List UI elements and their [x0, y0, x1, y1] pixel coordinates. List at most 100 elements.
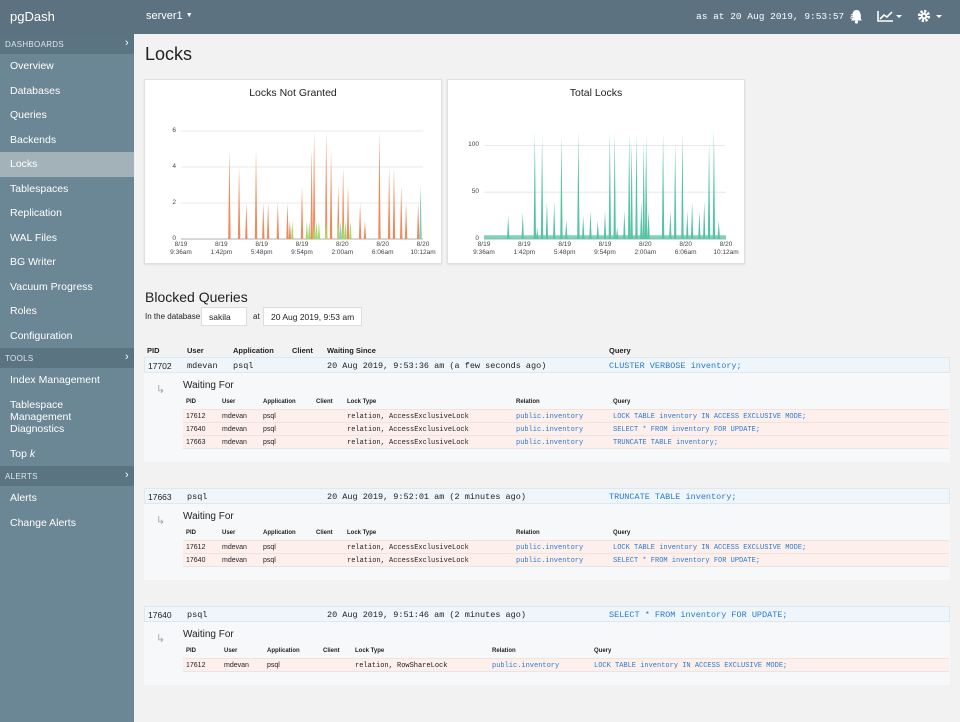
blocked-query-row[interactable]: 17663 psql 20 Aug 2019, 9:52:01 am (2 minu… [144, 488, 950, 504]
lock-cell[interactable]: public.inventory [492, 662, 559, 670]
sidebar-item-vacuum-progress[interactable]: Vacuum Progress [0, 275, 134, 300]
sidebar-section-alerts[interactable]: ALERTS › [0, 466, 134, 486]
app-logo[interactable]: pgDash [10, 9, 55, 24]
waiting-lock-row[interactable]: 17612 mdevan psql relation, AccessExclusive… [183, 409, 949, 422]
sidebar-item-label: Diagnostics [10, 423, 64, 435]
blocked-queries-title: Blocked Queries [145, 289, 248, 305]
lock-cell[interactable]: TRUNCATE TABLE inventory; [613, 439, 718, 447]
chart-spike [640, 202, 642, 239]
sidebar-item-index-management[interactable]: Index Management [0, 368, 134, 393]
lock-cell[interactable]: public.inventory [516, 439, 583, 447]
sidebar-item-bg-writer[interactable]: BG Writer [0, 250, 134, 275]
sidebar-item-change-alerts[interactable]: Change Alerts [0, 511, 134, 536]
in-database-label: In the database [145, 312, 200, 321]
chart-spike [713, 129, 715, 239]
y-tick-label: 4 [172, 163, 176, 170]
chart-spike [686, 211, 688, 239]
lock-cell: relation, RowShareLock [355, 662, 447, 670]
sub-column-header: User [222, 530, 235, 536]
sidebar-item-roles[interactable]: Roles [0, 299, 134, 324]
chart-spike [306, 221, 308, 239]
top-bar: pgDash server1 ▼ as at 20 Aug 2019, 9:53:… [0, 0, 960, 34]
sidebar-item-queries[interactable]: Queries [0, 103, 134, 128]
lock-cell[interactable]: SELECT * FROM inventory FOR UPDATE; [613, 557, 760, 565]
sidebar-item-configuration[interactable]: Configuration [0, 324, 134, 349]
chart-spike [255, 149, 257, 239]
x-tick-label: 8/19 9:54pm [287, 241, 317, 257]
x-tick-label: 8/19 9:36am [469, 241, 499, 257]
x-tick-label: 8/19 5:48pm [247, 241, 277, 257]
lock-cell: psql [263, 544, 276, 551]
blocked-query-row[interactable]: 17702 mdevan psql 20 Aug 2019, 9:53:36 am (… [144, 357, 950, 373]
sidebar-item-label: Vacuum Progress [10, 281, 93, 293]
sidebar-item-backends[interactable]: Backends [0, 128, 134, 153]
query-since: 20 Aug 2019, 9:52:01 am (2 minutes ago) [327, 492, 526, 502]
sidebar-item-tablespace-management[interactable]: Tablespace Management [0, 393, 134, 418]
lock-cell: mdevan [222, 557, 247, 564]
lock-cell[interactable]: LOCK TABLE inventory IN ACCESS EXCLUSIVE… [613, 544, 806, 552]
datetime-picker[interactable]: 20 Aug 2019, 9:53 am [263, 307, 362, 326]
sidebar-item-overview[interactable]: Overview [0, 54, 134, 79]
lock-cell[interactable]: public.inventory [516, 426, 583, 434]
waiting-lock-row[interactable]: 17640 mdevan psql relation, AccessExclusive… [183, 553, 949, 566]
lock-cell[interactable]: public.inventory [516, 413, 583, 421]
chevron-right-icon: › [125, 351, 129, 363]
lock-cell: relation, AccessExclusiveLock [347, 544, 469, 552]
chart-spike [674, 143, 676, 239]
chart-spike [643, 141, 645, 239]
query-query[interactable]: CLUSTER VERBOSE inventory; [609, 361, 742, 371]
lock-cell[interactable]: SELECT * FROM inventory FOR UPDATE; [613, 426, 760, 434]
waiting-lock-row[interactable]: 17663 mdevan psql relation, AccessExclusive… [183, 435, 949, 448]
sidebar-item-label: Tablespaces [10, 183, 68, 195]
sidebar-item-alerts[interactable]: Alerts [0, 486, 134, 511]
sidebar-item-databases[interactable]: Databases [0, 79, 134, 104]
lock-cell[interactable]: LOCK TABLE inventory IN ACCESS EXCLUSIVE… [594, 662, 787, 670]
waiting-lock-row[interactable]: 17640 mdevan psql relation, AccessExclusive… [183, 422, 949, 435]
lock-cell[interactable]: public.inventory [516, 557, 583, 565]
query-app: psql [233, 361, 253, 371]
sidebar-item-wal-files[interactable]: WAL Files [0, 226, 134, 251]
x-tick-label: 8/20 2:00am [327, 241, 357, 257]
page-title: Locks [145, 44, 192, 65]
chart-spike [708, 141, 710, 239]
chart-spike [630, 141, 632, 239]
sidebar-section-dashboards[interactable]: DASHBOARDS › [0, 34, 134, 54]
sidebar-item-top[interactable]: Top k [0, 442, 134, 467]
sidebar-item-label: BG Writer [10, 256, 56, 268]
bell-icon[interactable] [850, 9, 863, 24]
sidebar-item-tablespaces[interactable]: Tablespaces [0, 177, 134, 202]
locks-not-granted-chart: Locks Not Granted 0 2 4 6 8/19 9:36am 8/19 1:42p… [144, 79, 442, 264]
chart-spike [609, 131, 611, 239]
chart-spike [310, 149, 312, 239]
sidebar-item-label: Queries [10, 109, 47, 121]
database-select[interactable]: sakila [201, 307, 247, 326]
sidebar-item-label: Index Management [10, 374, 100, 386]
section-label: TOOLS [5, 354, 33, 363]
query-query[interactable]: TRUNCATE TABLE inventory; [609, 492, 737, 502]
waiting-for-label: Waiting For [183, 629, 234, 640]
chart-spike [560, 136, 562, 239]
sidebar-item-locks[interactable]: Locks [0, 152, 134, 177]
chart-plot [448, 80, 746, 265]
lock-cell[interactable]: public.inventory [516, 544, 583, 552]
waiting-lock-row[interactable]: 17612 mdevan psql relation, AccessExclusive… [183, 540, 949, 553]
query-query[interactable]: SELECT * FROM inventory FOR UPDATE; [609, 610, 788, 620]
chart-menu-icon[interactable] [877, 10, 903, 22]
sub-column-header: Relation [516, 399, 540, 405]
sidebar-section-tools[interactable]: TOOLS › [0, 348, 134, 368]
sub-column-header: Query [613, 530, 630, 536]
lock-cell: psql [263, 439, 276, 446]
waiting-lock-row[interactable]: 17612 mdevan psql relation, RowShareLock pub… [183, 658, 949, 671]
sub-column-header: PID [186, 530, 196, 536]
waiting-for-table: PID User Application Client Lock Type Relatio… [183, 396, 949, 449]
query-user: mdevan [187, 361, 218, 371]
lock-cell[interactable]: LOCK TABLE inventory IN ACCESS EXCLUSIVE… [613, 413, 806, 421]
sidebar-item-replication[interactable]: Replication [0, 201, 134, 226]
chevron-right-icon: › [125, 469, 129, 481]
server-selector[interactable]: server1 ▼ [146, 10, 193, 22]
sub-column-header: Lock Type [355, 648, 384, 654]
chart-spike [349, 221, 351, 239]
gear-icon[interactable] [917, 9, 943, 23]
query-pid: 17640 [148, 610, 172, 620]
blocked-query-row[interactable]: 17640 psql 20 Aug 2019, 9:51:46 am (2 minu… [144, 606, 950, 622]
